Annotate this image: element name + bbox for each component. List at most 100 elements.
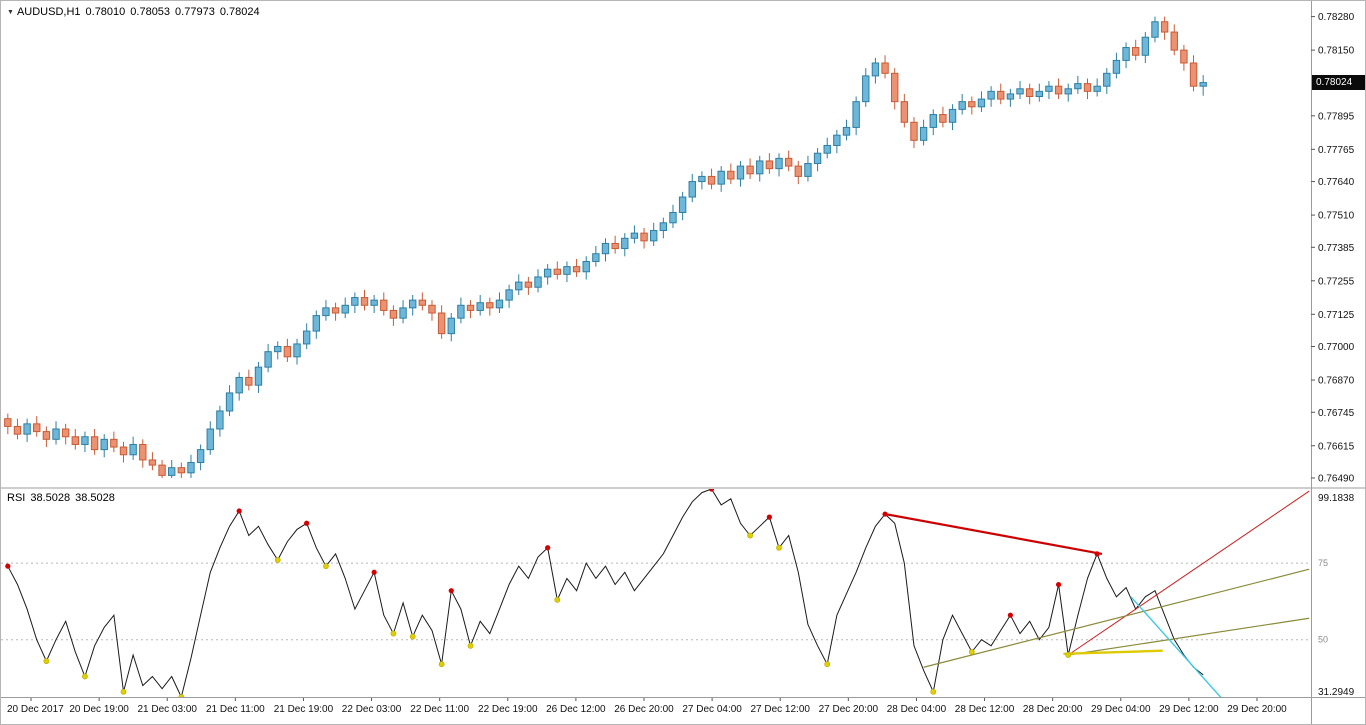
svg-text:0.78150: 0.78150 (1318, 46, 1355, 57)
candle-body (206, 428, 214, 451)
candle-body (1054, 85, 1063, 95)
candle-body (42, 431, 51, 440)
svg-text:99.1838: 99.1838 (1318, 493, 1355, 504)
rsi-trough-dot (1065, 652, 1072, 658)
candle-body (274, 346, 282, 353)
candle-body (1122, 47, 1130, 61)
candle-body (669, 211, 677, 224)
candle-body (505, 289, 513, 301)
symbol-dropdown-icon[interactable]: ▼ (7, 9, 14, 16)
svg-text:29 Dec 04:00: 29 Dec 04:00 (1091, 704, 1151, 715)
candle-body (804, 163, 812, 177)
rsi-trough-dot (930, 688, 937, 695)
candle-body (900, 101, 909, 123)
candle-body (380, 299, 388, 311)
svg-text:28 Dec 04:00: 28 Dec 04:00 (887, 704, 947, 715)
svg-text:27 Dec 20:00: 27 Dec 20:00 (819, 704, 879, 715)
candle-body (688, 181, 696, 198)
rsi-trough-dot (120, 688, 127, 695)
svg-text:22 Dec 03:00: 22 Dec 03:00 (342, 704, 402, 715)
candle-body (1112, 59, 1121, 74)
candle-body (1151, 21, 1159, 38)
candle-body (592, 253, 600, 262)
rsi-trough-dot (82, 673, 88, 680)
candle-body (322, 307, 330, 317)
rsi-trough-dot (390, 630, 397, 637)
rsi-trough-dot (747, 532, 753, 539)
candle-body (717, 170, 725, 185)
svg-text:26 Dec 20:00: 26 Dec 20:00 (614, 704, 674, 715)
candle-body (582, 260, 590, 273)
rsi-peak-dot (304, 520, 310, 526)
rsi-pane-drawings[interactable] (5, 486, 1310, 725)
rsi-trough-dot (43, 658, 50, 665)
candle-body (81, 436, 89, 445)
candle-body (1025, 88, 1034, 98)
candle-body (52, 428, 60, 440)
candle-body (1103, 72, 1111, 87)
rsi-trough-dot (554, 596, 561, 603)
candle-body (331, 307, 340, 314)
price-axis[interactable]: 0.78280 0.78150 0.77895 0.77765 0.77640 0.775… (1311, 12, 1355, 484)
candle-body (4, 418, 12, 427)
candle-body (389, 309, 398, 319)
rsi-peak-dot (1007, 612, 1013, 618)
rsi-trendline (1130, 596, 1222, 697)
rsi-trough-dot (776, 544, 782, 551)
candle-body (1016, 88, 1024, 95)
svg-text:29 Dec 20:00: 29 Dec 20:00 (1227, 704, 1287, 715)
svg-text:31.2949: 31.2949 (1318, 687, 1355, 698)
candle-body (312, 315, 321, 332)
rsi-indicator-label: RSI 38.5028 38.5028 (7, 492, 120, 504)
ohlc-open: 0.78010 (85, 6, 126, 18)
svg-text:27 Dec 12:00: 27 Dec 12:00 (750, 704, 810, 715)
svg-text:22 Dec 11:00: 22 Dec 11:00 (410, 704, 469, 715)
candle-body (1141, 36, 1150, 56)
svg-text:0.77125: 0.77125 (1318, 310, 1355, 321)
rsi-peak-dot (5, 563, 11, 569)
candle-body (833, 134, 841, 146)
time-axis[interactable]: 20 Dec 2017 20 Dec 19:00 21 Dec 03:00 21 De… (7, 698, 1287, 715)
candle-body (563, 266, 571, 275)
ohlc-close: 0.78024 (219, 6, 260, 18)
rsi-peak-dot (545, 545, 551, 551)
candle-body (736, 165, 745, 180)
svg-text:75: 75 (1318, 558, 1328, 568)
candle-body (765, 160, 774, 170)
candle-body (621, 237, 629, 250)
candle-body (1093, 85, 1101, 92)
rsi-level-lines: 75 50 (1, 558, 1328, 645)
candle-body (524, 281, 533, 288)
candle-body (293, 343, 301, 358)
svg-text:27 Dec 04:00: 27 Dec 04:00 (682, 704, 742, 715)
candle-body (139, 443, 147, 461)
svg-text:0.76745: 0.76745 (1318, 408, 1355, 419)
candle-body (977, 98, 986, 108)
rsi-scale[interactable]: 99.1838 31.2949 (1318, 493, 1355, 698)
candle-body (225, 392, 234, 412)
candle-body (495, 299, 504, 309)
rsi-peak-dot (882, 511, 888, 517)
candle-body (968, 101, 976, 108)
svg-text:0.78280: 0.78280 (1318, 12, 1355, 23)
rsi-peak-dot (1094, 551, 1100, 557)
svg-text:0.77895: 0.77895 (1318, 111, 1355, 122)
candle-body (572, 266, 581, 273)
svg-text:28 Dec 12:00: 28 Dec 12:00 (955, 704, 1015, 715)
candle-body (110, 438, 118, 448)
rsi-trough-dot (409, 633, 416, 640)
candle-body (100, 438, 108, 451)
candle-body (476, 302, 484, 311)
svg-text:21 Dec 11:00: 21 Dec 11:00 (206, 704, 265, 715)
svg-text:0.76490: 0.76490 (1318, 473, 1355, 484)
svg-text:29 Dec 12:00: 29 Dec 12:00 (1159, 704, 1219, 715)
candle-body (90, 436, 99, 451)
candle-body (1083, 83, 1092, 92)
candle-body (1045, 85, 1053, 92)
candle-body (302, 330, 311, 345)
candle-body (871, 62, 880, 77)
candle-body (1170, 31, 1178, 51)
candle-body (1064, 88, 1072, 95)
